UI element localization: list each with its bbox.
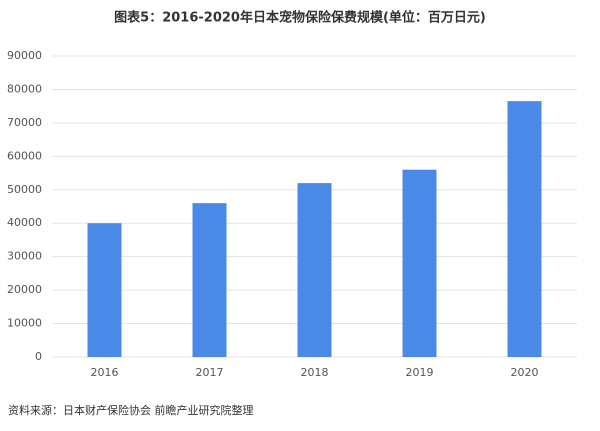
y-tick-label: 70000	[7, 116, 42, 129]
source-note: 资料来源：日本财产保险协会 前瞻产业研究院整理	[8, 403, 254, 417]
y-tick-label: 80000	[7, 82, 42, 95]
bar	[297, 183, 332, 357]
y-tick-label: 10000	[7, 317, 42, 330]
y-tick-label: 40000	[7, 216, 42, 229]
bar	[402, 169, 437, 357]
x-tick-label: 2017	[196, 366, 224, 379]
y-tick-label: 20000	[7, 283, 42, 296]
y-tick-label: 60000	[7, 149, 42, 162]
y-tick-label: 90000	[7, 49, 42, 62]
y-tick-label: 30000	[7, 250, 42, 263]
chart-title: 图表5：2016-2020年日本宠物保险保费规模(单位：百万日元)	[114, 10, 486, 26]
x-tick-label: 2018	[301, 366, 329, 379]
x-tick-label: 2016	[91, 366, 119, 379]
bar	[192, 203, 227, 357]
bar	[87, 223, 122, 357]
x-tick-label: 2020	[511, 366, 539, 379]
y-tick-label: 50000	[7, 183, 42, 196]
bar	[507, 101, 542, 358]
y-tick-label: 0	[35, 350, 42, 363]
x-tick-label: 2019	[406, 366, 434, 379]
